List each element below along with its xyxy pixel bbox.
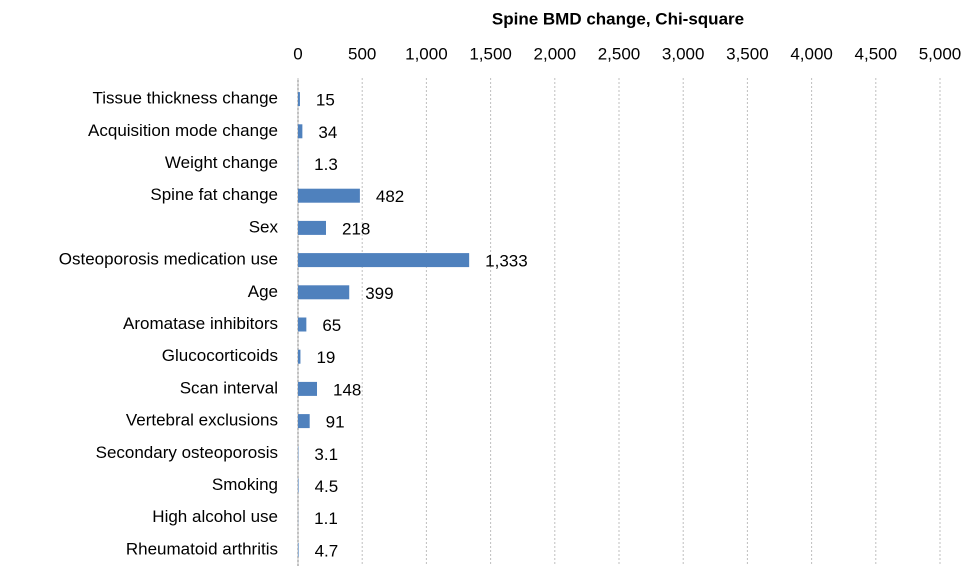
y-tick-label: Rheumatoid arthritis [126, 539, 278, 558]
x-tick-label: 3,500 [726, 44, 769, 63]
x-tick-label: 0 [293, 44, 302, 63]
bar [298, 285, 350, 300]
value-label: 3.1 [314, 445, 338, 464]
bar [298, 253, 470, 268]
value-label: 4.5 [315, 477, 339, 496]
x-tick-label: 500 [348, 44, 376, 63]
y-tick-label: Spine fat change [150, 185, 278, 204]
y-tick-label: Secondary osteoporosis [96, 443, 278, 462]
bar [298, 478, 299, 493]
y-tick-label: Age [248, 282, 278, 301]
value-label: 1.1 [314, 509, 338, 528]
bar [298, 414, 310, 429]
y-tick-label: Smoking [212, 475, 278, 494]
x-tick-label: 2,000 [534, 44, 577, 63]
y-tick-label: Tissue thickness change [92, 89, 278, 108]
y-tick-label: Osteoporosis medication use [59, 250, 278, 269]
value-label: 482 [376, 187, 404, 206]
y-tick-label: Aromatase inhibitors [123, 314, 278, 333]
y-tick-label: Weight change [165, 153, 278, 172]
x-tick-label: 5,000 [919, 44, 962, 63]
bar [298, 92, 300, 107]
bar [298, 542, 299, 557]
value-label: 34 [318, 123, 337, 142]
bar [298, 349, 301, 364]
bar [298, 188, 360, 203]
x-tick-label: 1,000 [405, 44, 448, 63]
x-tick-label: 4,000 [790, 44, 833, 63]
value-label: 1.3 [314, 155, 338, 174]
bar [298, 381, 318, 396]
y-tick-label: Acquisition mode change [88, 121, 278, 140]
value-label: 1,333 [485, 252, 528, 271]
y-tick-label: Glucocorticoids [162, 346, 278, 365]
value-label: 19 [316, 348, 335, 367]
value-label: 148 [333, 380, 361, 399]
value-label: 15 [316, 91, 335, 110]
x-tick-label: 3,000 [662, 44, 705, 63]
value-label: 91 [326, 413, 345, 432]
chart-title: Spine BMD change, Chi-square [492, 9, 744, 28]
y-tick-label: Scan interval [180, 378, 278, 397]
value-label: 4.7 [315, 541, 339, 560]
value-label: 65 [322, 316, 341, 335]
y-tick-label: Sex [249, 217, 279, 236]
value-label: 399 [365, 284, 393, 303]
x-tick-label: 4,500 [855, 44, 898, 63]
x-tick-label: 1,500 [469, 44, 512, 63]
bar [298, 220, 326, 235]
x-tick-label: 2,500 [598, 44, 641, 63]
y-tick-label: High alcohol use [152, 507, 278, 526]
bar [298, 124, 303, 139]
y-tick-label: Vertebral exclusions [126, 411, 278, 430]
value-label: 218 [342, 219, 370, 238]
bar [298, 317, 307, 332]
